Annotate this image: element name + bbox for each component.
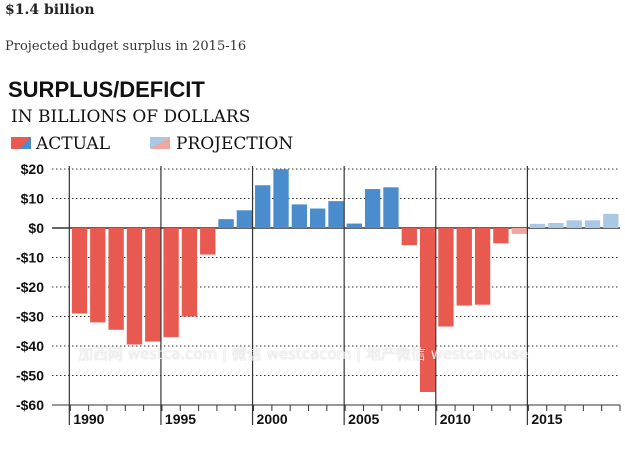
actual-bar [364,189,381,228]
actual-bar [145,228,161,342]
actual-bar [126,228,143,345]
projection-bar [529,223,546,228]
actual-bar [255,185,271,228]
actual-bar [218,219,234,228]
actual-bar [328,201,344,228]
x-tick-label: 2015 [531,411,562,427]
surplus-deficit-chart: SURPLUS/DEFICIT IN BILLIONS OF DOLLARS A… [8,77,621,427]
actual-bar [310,208,326,228]
y-tick-label: -$10 [16,250,44,266]
actual-bar [419,228,436,393]
legend-swatch-actual [11,137,31,149]
actual-bar [456,228,472,306]
actual-bar [200,228,216,255]
projection-bar [566,220,582,228]
axes: $20 $10 $0 -$10 -$20 -$30 -$40 -$50 -$60 1990 1995… [16,161,621,427]
actual-bar [273,169,289,228]
y-tick-label: -$20 [16,279,44,295]
y-tick-label: -$40 [16,338,44,354]
actual-bar [163,228,179,338]
actual-bar [90,228,106,323]
legend: ACTUAL PROJECTION [11,134,293,154]
bars [71,169,619,393]
subhead: Projected budget surplus in 2015-16 [5,39,247,54]
projection-bar [603,213,619,228]
headline: $1.4 billion [5,2,95,18]
actual-bar [346,223,362,228]
actual-bar [401,228,417,246]
y-tick-label: $0 [28,220,44,236]
actual-bar [438,228,454,327]
legend-label-actual: ACTUAL [35,134,110,154]
x-tick-label: 2005 [348,411,379,427]
actual-bar [291,204,308,228]
y-tick-label: -$50 [16,368,44,384]
x-tick-label: 2000 [257,411,288,427]
actual-bar [181,228,198,317]
actual-bar [71,228,88,314]
legend-swatch-projection [150,137,170,149]
y-tick-label: -$60 [16,397,44,413]
y-tick-label: $20 [21,161,45,177]
actual-bar [108,228,124,330]
x-tick-label: 2010 [440,411,471,427]
y-tick-label: -$30 [16,309,44,325]
actual-bar [474,228,491,305]
chart-title: SURPLUS/DEFICIT [8,77,205,102]
projection-bar [584,220,601,228]
chart-subtitle: IN BILLIONS OF DOLLARS [11,107,250,127]
projection-bar [548,222,564,228]
actual-bar [493,228,509,244]
x-tick-label: 1990 [73,411,104,427]
legend-label-projection: PROJECTION [176,134,293,154]
actual-bar [236,210,253,228]
x-tick-label: 1995 [165,411,196,427]
projection-bar [511,228,527,234]
actual-bar [383,187,399,228]
y-tick-label: $10 [21,191,45,207]
